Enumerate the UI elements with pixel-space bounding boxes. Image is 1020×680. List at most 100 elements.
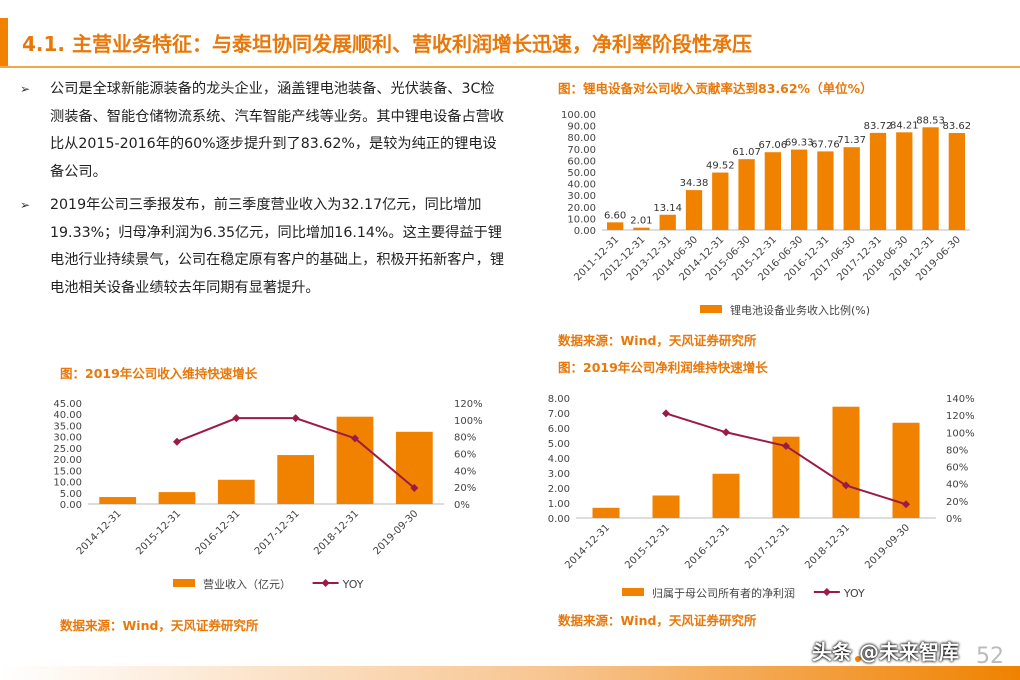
bar-value-label: 49.52 — [706, 161, 735, 172]
chart-bar — [659, 214, 676, 230]
chart-bar — [790, 149, 808, 230]
legend-label: YOY — [843, 587, 865, 600]
chart-bar — [633, 227, 650, 230]
y-tick-label: 3.00 — [548, 469, 570, 480]
legend-label: 营业收入（亿元） — [203, 577, 291, 591]
bar-value-label: 34.38 — [680, 178, 709, 189]
y-tick-label: 30.00 — [567, 191, 596, 202]
x-tick-label: 2015-12-31 — [134, 508, 183, 557]
chart1-source: 数据来源：Wind，天风证券研究所 — [558, 333, 757, 348]
y2-tick-label: 120% — [454, 399, 483, 410]
x-tick-label: 2016-12-31 — [683, 522, 732, 571]
chart-bar — [869, 132, 887, 230]
y-tick-label: 70.00 — [567, 145, 596, 156]
bar-value-label: 88.53 — [916, 115, 945, 126]
y-tick-label: 6.00 — [548, 424, 570, 435]
y-tick-label: 5.00 — [548, 439, 570, 450]
chart-bar — [685, 190, 703, 230]
y-tick-label: 100.00 — [561, 110, 596, 121]
page-number: 52 — [976, 644, 1004, 669]
chart-bar — [772, 436, 800, 518]
y-tick-label: 0.00 — [548, 514, 570, 525]
legend-label: YOY — [342, 578, 364, 591]
chart-bar — [738, 159, 755, 230]
x-tick-label: 2019-09-30 — [372, 508, 421, 557]
chart-bar — [652, 495, 680, 518]
y-tick-label: 50.00 — [567, 168, 596, 179]
legend-label: 锂电池设备业务收入比例(%) — [730, 303, 870, 317]
legend-label: 归属于母公司所有者的净利润 — [652, 586, 795, 600]
chart3-title: 图：2019年公司净利润维持快速增长 — [558, 360, 768, 375]
page-title: 4.1. 主营业务特征：与泰坦协同发展顺利、营收利润增长迅速，净利率阶段性承压 — [22, 32, 752, 56]
yoy-point — [722, 428, 730, 437]
bullet-item: ➢ 公司是全球新能源装备的龙头企业，涵盖锂电池装备、光伏装备、3C检测装备、智能… — [20, 76, 505, 186]
y2-tick-label: 20% — [946, 497, 968, 508]
chart-bar — [336, 416, 374, 504]
chart-bar — [606, 222, 624, 230]
bullet-list: ➢ 公司是全球新能源装备的龙头企业，涵盖锂电池装备、光伏装备、3C检测装备、智能… — [20, 76, 505, 308]
x-tick-label: 2014-12-31 — [563, 522, 612, 571]
x-tick-label: 2014-12-31 — [75, 508, 124, 557]
bar-value-label: 69.33 — [785, 138, 814, 149]
title-underline — [0, 66, 1020, 68]
y-tick-label: 80.00 — [567, 133, 596, 144]
y-tick-label: 40.00 — [53, 410, 82, 421]
bar-value-label: 2.01 — [630, 216, 652, 227]
chart-bar — [843, 147, 860, 230]
arrow-bullet-icon: ➢ — [20, 82, 31, 96]
y2-tick-label: 60% — [454, 450, 476, 461]
yoy-point — [410, 484, 419, 493]
yoy-point — [173, 437, 181, 446]
bar-value-label: 61.07 — [732, 147, 761, 158]
y-tick-label: 20.00 — [567, 203, 596, 214]
arrow-bullet-icon: ➢ — [20, 198, 31, 212]
bar-value-label: 71.37 — [837, 135, 866, 146]
chart-bar — [817, 151, 834, 230]
x-tick-label: 2015-12-31 — [623, 522, 672, 571]
chart1-title: 图：锂电设备对公司收入贡献率达到83.62%（单位%） — [558, 81, 873, 96]
chart1-lithium-share: 0.0010.0020.0030.0040.0050.0060.0070.008… — [561, 110, 972, 317]
y2-tick-label: 60% — [946, 463, 968, 474]
bar-value-label: 67.76 — [811, 139, 840, 150]
chart-bar — [832, 406, 860, 518]
bullet-text: 2019年公司三季报发布，前三季度营业收入为32.17亿元，同比增加19.33%… — [50, 197, 505, 296]
title-bar: 4.1. 主营业务特征：与泰坦协同发展顺利、营收利润增长迅速，净利率阶段性承压 — [0, 18, 1020, 66]
legend-swatch-bar — [622, 588, 644, 596]
bar-value-label: 83.62 — [943, 121, 972, 132]
chart2-revenue: 0.005.0010.0015.0020.0025.0030.0035.0040… — [53, 399, 483, 591]
y-tick-label: 40.00 — [567, 180, 596, 191]
y-tick-label: 8.00 — [548, 394, 570, 405]
chart3-net-profit: 0.00 1.00 2.00 3.00 4.00 5.00 6.00 7.00 8.00 2014… — [548, 394, 975, 600]
yoy-point — [782, 442, 790, 450]
yoy-point — [842, 481, 850, 490]
legend-swatch-bar — [700, 305, 722, 313]
yoy-point — [662, 409, 670, 418]
y2-tick-label: 0% — [946, 514, 962, 525]
chart2-title: 图：2019年公司收入维持快速增长 — [60, 366, 258, 381]
legend-swatch-marker — [321, 579, 330, 587]
y2-tick-label: 80% — [454, 433, 476, 444]
bullet-item: ➢ 2019年公司三季报发布，前三季度营业收入为32.17亿元，同比增加19.3… — [20, 192, 505, 302]
chart-bar — [99, 497, 137, 504]
x-tick-label: 2011-12-31 — [572, 234, 621, 283]
chart-bar — [395, 431, 433, 504]
bar-value-label: 13.14 — [653, 203, 682, 214]
y-tick-label: 25.00 — [53, 444, 82, 455]
bar-value-label: 6.60 — [604, 210, 626, 221]
y2-tick-label: 80% — [946, 445, 968, 456]
title-accent — [0, 18, 8, 66]
x-tick-label: 2019-09-30 — [863, 522, 912, 571]
chart-bar — [217, 479, 255, 504]
x-tick-label: 2016-12-31 — [194, 508, 243, 557]
chart-bar — [764, 152, 782, 230]
company-logo — [852, 653, 864, 665]
chart-bar — [712, 172, 729, 230]
y2-tick-label: 40% — [454, 466, 476, 477]
y-tick-label: 30.00 — [53, 433, 82, 444]
y-tick-label: 4.00 — [548, 454, 570, 465]
y-tick-label: 7.00 — [548, 409, 570, 420]
y-tick-label: 10.00 — [53, 478, 82, 489]
chart-bar — [948, 133, 966, 230]
y-tick-label: 60.00 — [567, 156, 596, 167]
bar-value-label: 83.72 — [864, 121, 893, 132]
